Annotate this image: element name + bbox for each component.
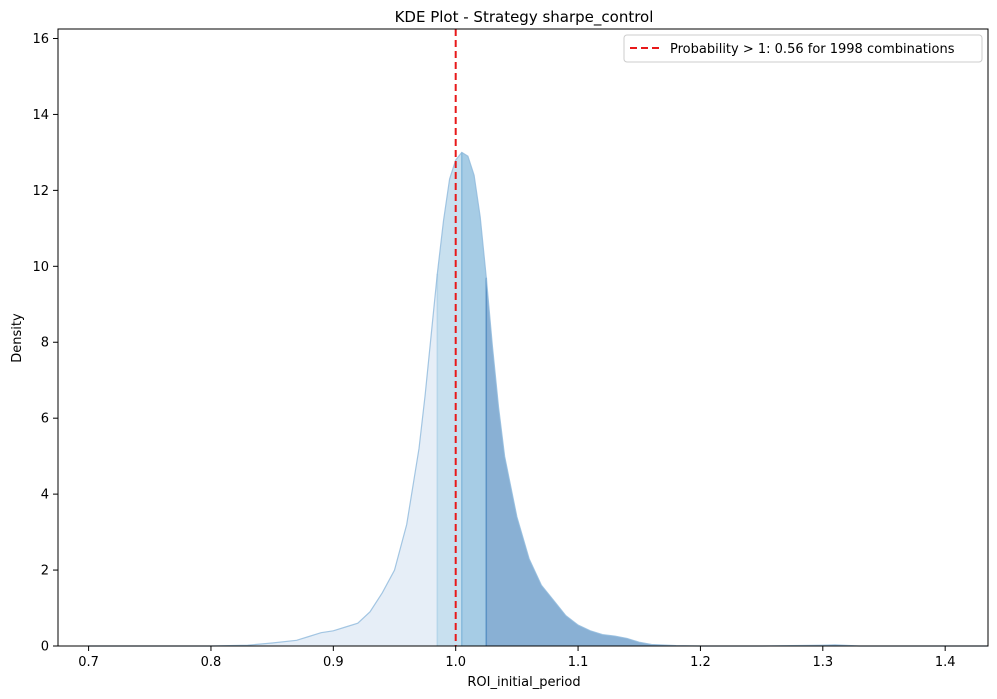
y-tick-label: 16	[32, 32, 49, 47]
y-tick-label: 0	[41, 640, 49, 655]
y-tick-label: 6	[41, 412, 49, 427]
x-tick-label: 1.1	[568, 655, 589, 670]
density-curve-group	[88, 151, 988, 647]
x-axis-label: ROI_initial_period	[467, 675, 580, 690]
legend-label: Probability > 1: 0.56 for 1998 combinati…	[670, 42, 955, 57]
legend: Probability > 1: 0.56 for 1998 combinati…	[623, 34, 983, 63]
x-tick-label: 1.4	[935, 655, 956, 670]
x-tick-label: 0.9	[323, 655, 344, 670]
density-curve-line	[88, 151, 988, 647]
chart-title: KDE Plot - Strategy sharpe_control	[395, 8, 654, 27]
y-tick-label: 12	[32, 184, 49, 199]
y-axis-ticks: 0 2 4 6 8 10 12 14 16	[32, 32, 58, 655]
y-tick-label: 10	[32, 260, 49, 275]
x-axis-ticks: 0.7 0.8 0.9 1.0 1.1 1.2 1.3 1.4	[78, 646, 956, 670]
x-tick-label: 1.0	[445, 655, 466, 670]
x-tick-label: 1.3	[812, 655, 833, 670]
density-band-4	[486, 277, 988, 646]
density-bands	[88, 152, 988, 646]
density-band-1	[88, 273, 438, 646]
x-tick-label: 1.2	[690, 655, 711, 670]
legend-box	[623, 34, 983, 63]
y-tick-label: 14	[32, 108, 49, 123]
y-tick-label: 8	[41, 336, 49, 351]
y-tick-label: 2	[41, 564, 49, 579]
density-band-2	[437, 152, 462, 646]
density-band-3	[461, 152, 487, 646]
y-tick-label: 4	[41, 488, 49, 503]
plot-frame	[57, 28, 989, 647]
x-tick-label: 0.8	[201, 655, 222, 670]
x-tick-label: 0.7	[78, 655, 99, 670]
y-axis-label: Density	[10, 313, 25, 363]
